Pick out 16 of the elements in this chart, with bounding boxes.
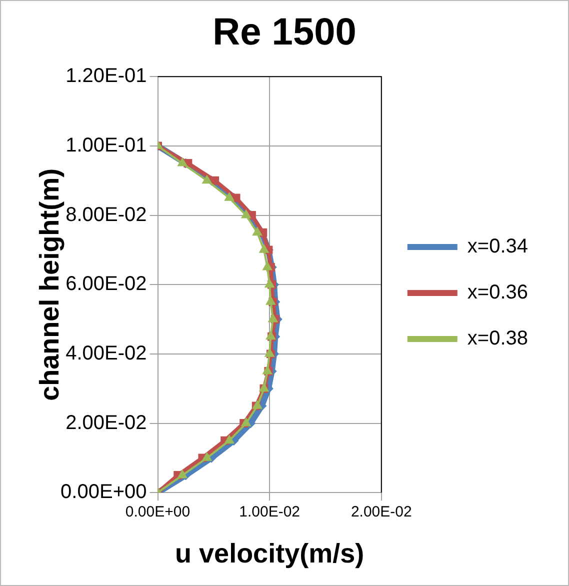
- x-tick-label: 1.00E-02: [239, 504, 300, 521]
- y-axis-title: channel height(m): [34, 168, 65, 401]
- y-tick-label: 1.00E-01: [66, 134, 147, 156]
- legend-label: x=0.36: [467, 282, 528, 304]
- chart-title: Re 1500: [212, 11, 356, 54]
- legend-label: x=0.38: [467, 328, 528, 350]
- y-tick-label: 2.00E-02: [66, 412, 147, 434]
- legend-label: x=0.34: [467, 236, 528, 258]
- x-tick-label: 2.00E-02: [350, 504, 412, 521]
- y-tick-label: 4.00E-02: [66, 342, 147, 364]
- y-tick-label: 1.20E-01: [66, 65, 147, 88]
- y-tick-label: 0.00E+00: [60, 481, 147, 504]
- y-tick-label: 6.00E-02: [66, 273, 147, 296]
- y-tick-label: 8.00E-02: [66, 204, 147, 226]
- x-tick-label: 0.00E+00: [125, 504, 190, 521]
- x-axis-title: u velocity(m/s): [175, 538, 364, 568]
